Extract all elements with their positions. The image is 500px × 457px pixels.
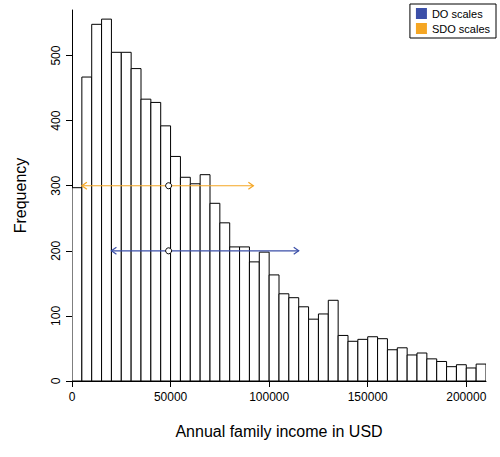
svg-text:100000: 100000 xyxy=(249,390,289,404)
svg-text:200: 200 xyxy=(49,240,63,260)
svg-text:0: 0 xyxy=(49,377,63,384)
svg-text:Frequency: Frequency xyxy=(12,158,29,234)
svg-text:DO scales: DO scales xyxy=(432,8,483,20)
svg-text:Annual family income in USD: Annual family income in USD xyxy=(175,423,382,440)
svg-text:200000: 200000 xyxy=(446,390,486,404)
svg-text:500: 500 xyxy=(49,45,63,65)
svg-text:150000: 150000 xyxy=(348,390,388,404)
svg-text:400: 400 xyxy=(49,110,63,130)
svg-text:0: 0 xyxy=(69,390,76,404)
svg-text:300: 300 xyxy=(49,175,63,195)
svg-text:100: 100 xyxy=(49,306,63,326)
svg-text:50000: 50000 xyxy=(154,390,188,404)
svg-text:SDO scales: SDO scales xyxy=(432,23,491,35)
